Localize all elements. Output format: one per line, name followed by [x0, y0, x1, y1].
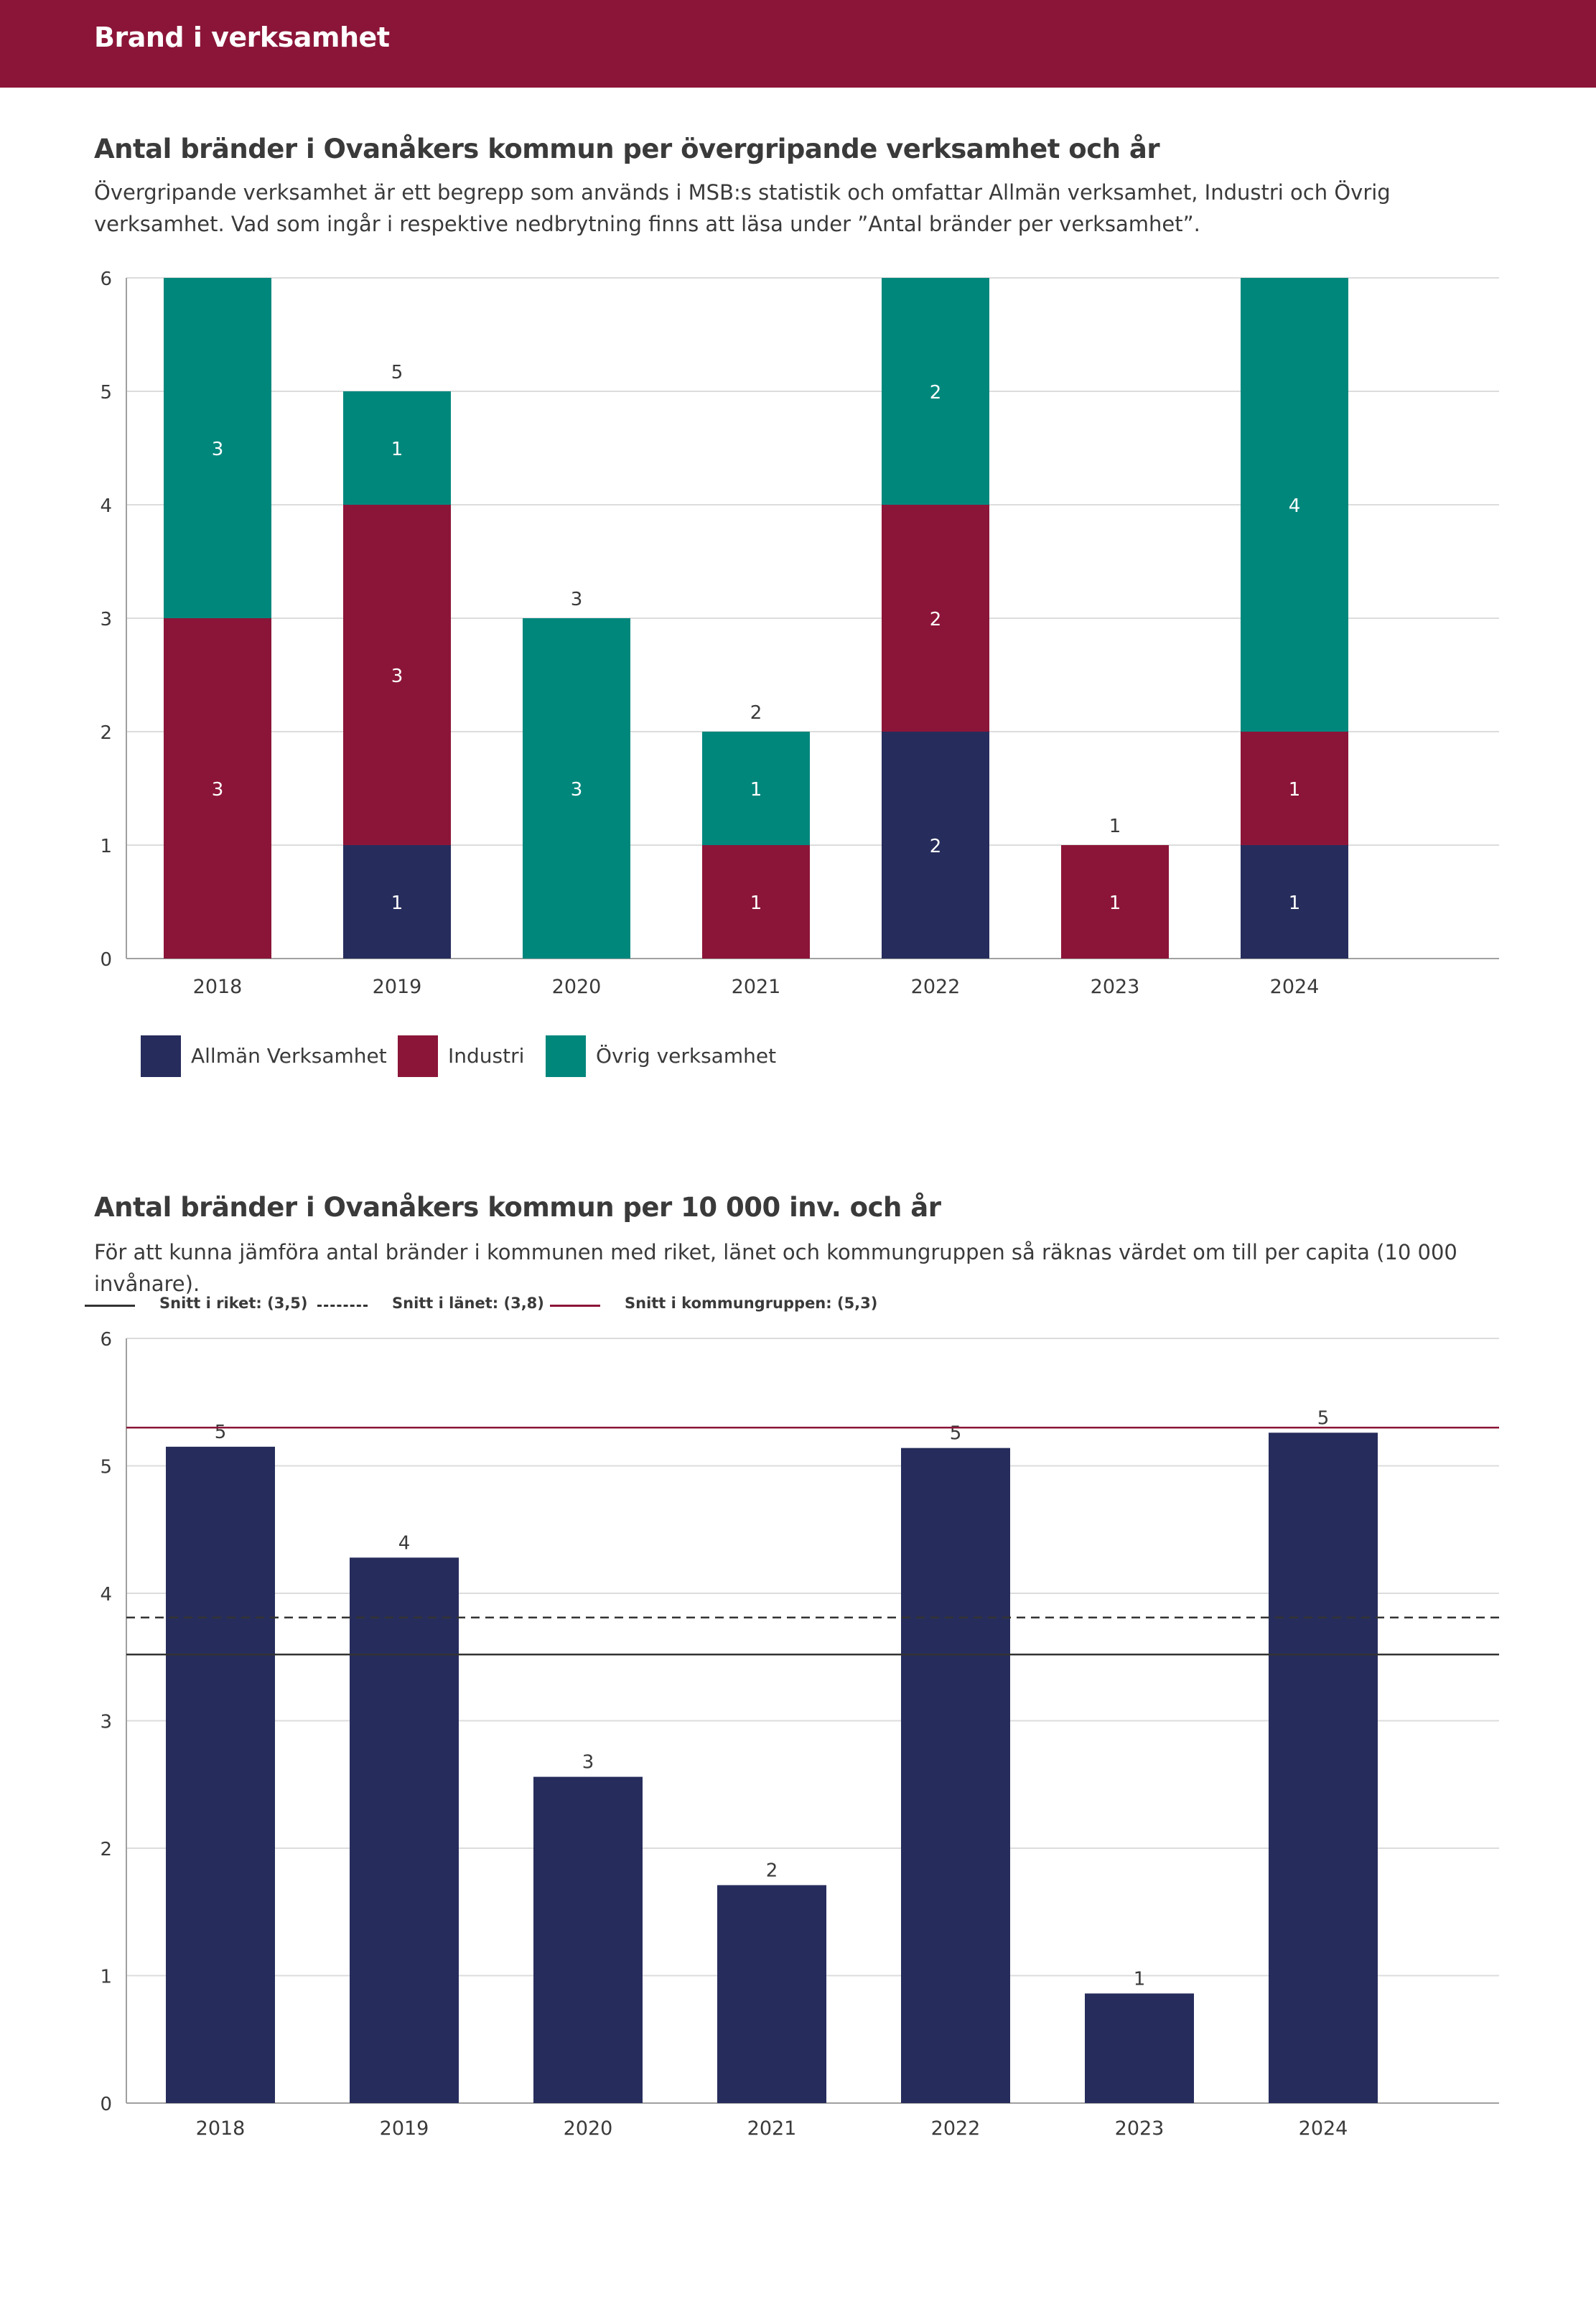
y-tick-label: 6 — [100, 1329, 112, 1351]
y-tick-label: 4 — [100, 495, 112, 517]
y-tick-label: 1 — [100, 1967, 112, 1988]
ref-line-sample-lanet — [317, 1305, 368, 1307]
x-tick-label: 2024 — [1270, 976, 1320, 998]
bar-segment — [1061, 845, 1169, 959]
segment-label: 3 — [571, 779, 583, 801]
segment-label: 1 — [391, 439, 403, 460]
segment-label: 1 — [750, 892, 762, 914]
total-label: 5 — [391, 362, 403, 383]
ref-line-sample-riket — [85, 1305, 135, 1307]
segment-label: 1 — [750, 779, 762, 801]
segment-label: 2 — [930, 609, 942, 630]
x-tick-label: 2018 — [196, 2117, 246, 2140]
page-header: Brand i verksamhet — [0, 0, 1596, 88]
y-tick-label: 3 — [100, 609, 112, 630]
x-tick-label: 2023 — [1091, 976, 1140, 998]
bar-value-label: 5 — [1317, 1407, 1330, 1429]
bar — [901, 1448, 1010, 2103]
x-tick-label: 2019 — [373, 976, 422, 998]
y-tick-label: 3 — [100, 1712, 112, 1733]
ref-label-lanet: Snitt i länet: (3,8) — [392, 1295, 544, 1312]
bar-value-label: 2 — [766, 1860, 778, 1881]
ref-label-kommungruppen: Snitt i kommungruppen: (5,3) — [625, 1295, 878, 1312]
total-label: 2 — [750, 702, 762, 724]
bar-segment — [882, 278, 989, 505]
segment-label: 3 — [391, 666, 403, 687]
bar-value-label: 4 — [398, 1532, 411, 1554]
bar-segment — [343, 505, 451, 845]
legend-label-allman: Allmän Verksamhet — [191, 1044, 387, 1068]
segment-label: 3 — [212, 779, 224, 801]
segment-label: 1 — [1289, 779, 1301, 801]
x-tick-label: 2020 — [552, 976, 602, 998]
bar — [1085, 1993, 1194, 2103]
total-label: 1 — [1109, 816, 1121, 837]
y-tick-label: 2 — [100, 722, 112, 744]
bar-segment — [882, 732, 989, 959]
bar-segment — [343, 391, 451, 505]
ref-line-sample-kommungruppen — [550, 1305, 600, 1307]
bar — [350, 1557, 459, 2103]
bar-value-label: 5 — [215, 1422, 227, 1443]
y-tick-label: 6 — [100, 269, 112, 290]
chart1-description: Övergripande verksamhet är ett begrepp s… — [94, 180, 1391, 236]
bar-value-label: 1 — [1134, 1968, 1146, 1990]
chart2-title: Antal bränder i Ovanåkers kommun per 10 … — [94, 1192, 941, 1223]
y-tick-label: 5 — [100, 382, 112, 404]
bar-segment — [164, 278, 271, 618]
legend-label-industri: Industri — [448, 1044, 525, 1068]
legend-swatch-allman — [141, 1035, 181, 1077]
bar-segment — [164, 618, 271, 959]
bar-segment — [343, 845, 451, 959]
bar-segment — [702, 732, 810, 845]
segment-label: 2 — [930, 382, 942, 404]
legend-swatch-ovrig — [546, 1035, 586, 1077]
y-tick-label: 2 — [100, 1839, 112, 1860]
x-tick-label: 2021 — [747, 2117, 797, 2140]
x-tick-label: 2022 — [931, 2117, 981, 2140]
x-tick-label: 2021 — [732, 976, 781, 998]
x-tick-label: 2024 — [1299, 2117, 1348, 2140]
x-tick-label: 2018 — [193, 976, 243, 998]
bar — [166, 1446, 275, 2103]
segment-label: 1 — [1289, 892, 1301, 914]
legend-label-ovrig: Övrig verksamhet — [596, 1044, 777, 1068]
y-tick-label: 5 — [100, 1457, 112, 1478]
ref-label-riket: Snitt i riket: (3,5) — [159, 1295, 308, 1312]
bar-segment — [882, 505, 989, 732]
y-tick-label: 0 — [100, 2094, 112, 2115]
bar-segment — [1241, 845, 1348, 959]
segment-label: 1 — [391, 892, 403, 914]
x-tick-label: 2020 — [564, 2117, 613, 2140]
segment-label: 1 — [1109, 892, 1121, 914]
bar-segment — [523, 618, 630, 959]
chart2-description: För att kunna jämföra antal bränder i ko… — [94, 1240, 1457, 1296]
header-title: Brand i verksamhet — [94, 22, 390, 53]
segment-label: 4 — [1289, 495, 1301, 517]
bar-segment — [1241, 278, 1348, 732]
y-tick-label: 1 — [100, 836, 112, 857]
total-label: 3 — [571, 589, 583, 610]
legend-swatch-industri — [398, 1035, 438, 1077]
bar-value-label: 3 — [582, 1752, 594, 1774]
x-tick-label: 2019 — [380, 2117, 429, 2140]
segment-label: 2 — [930, 836, 942, 857]
bar — [717, 1885, 826, 2103]
bar-value-label: 5 — [950, 1423, 962, 1445]
y-tick-label: 0 — [100, 949, 112, 971]
chart1-title: Antal bränder i Ovanåkers kommun per öve… — [94, 134, 1160, 164]
x-tick-label: 2022 — [911, 976, 961, 998]
x-tick-label: 2023 — [1115, 2117, 1165, 2140]
segment-label: 3 — [212, 439, 224, 460]
bar-segment — [1241, 732, 1348, 845]
bar — [533, 1776, 643, 2103]
bar — [1269, 1432, 1378, 2103]
bar-segment — [702, 845, 810, 959]
y-tick-label: 4 — [100, 1584, 112, 1605]
stacked-bar-chart: 0 1 2 3 4 5 6 3 3 2018 1 3 1 5 2019 3 3 2020 1 1 2 2021 2 2 2 202… — [100, 269, 1499, 998]
